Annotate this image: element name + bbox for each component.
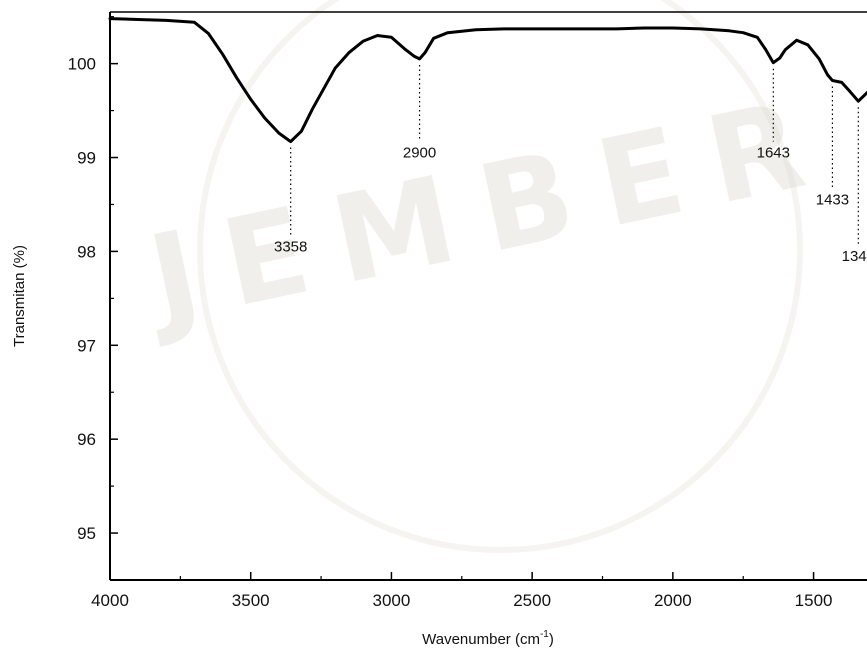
- peak-label: 2900: [403, 145, 436, 162]
- peak-label: 3358: [274, 238, 307, 255]
- x-axis-title-main: Wavenumber (cm: [422, 631, 540, 648]
- spectrum-line: [108, 17, 867, 144]
- peak-label: 1341: [842, 248, 867, 265]
- x-axis-title: Wavenumber (cm-1): [422, 629, 554, 648]
- watermark-ring: [197, 0, 803, 553]
- y-tick-label: 96: [77, 430, 96, 449]
- series-group: [108, 17, 867, 144]
- x-axis-title-superscript: -1: [540, 629, 549, 640]
- x-tick-label: 4000: [91, 591, 129, 610]
- y-tick-label: 98: [77, 242, 96, 261]
- y-tick-label: 100: [68, 55, 96, 74]
- x-tick-label: 2500: [513, 591, 551, 610]
- y-axis-ticks: 95 96 97 98 99 100: [68, 16, 118, 581]
- peak-annotation: 1433: [816, 86, 849, 208]
- peak-label: 1643: [757, 145, 790, 162]
- x-tick-label: 1500: [795, 591, 833, 610]
- watermark-text: JEMBER: [132, 70, 845, 351]
- peak-annotation: 2900: [403, 64, 436, 162]
- x-tick-label: 2000: [654, 591, 692, 610]
- peak-annotation: 1341: [842, 107, 867, 265]
- peak-annotations: 3358290016431433134112501047896: [274, 64, 867, 265]
- peak-label: 1433: [816, 191, 849, 208]
- peak-annotation: 1643: [757, 68, 790, 162]
- peak-annotation: 3358: [274, 147, 307, 255]
- x-tick-label: 3000: [373, 591, 411, 610]
- plot-frame: [109, 11, 867, 581]
- x-axis-title-close: ): [549, 631, 554, 648]
- y-tick-label: 95: [77, 524, 96, 543]
- y-axis-title: Transmitan (%): [11, 245, 28, 347]
- x-axis-ticks: 4000350030002500200015001000500: [91, 572, 833, 610]
- y-tick-label: 97: [77, 336, 96, 355]
- x-tick-label: 3500: [232, 591, 270, 610]
- y-tick-label: 99: [77, 149, 96, 168]
